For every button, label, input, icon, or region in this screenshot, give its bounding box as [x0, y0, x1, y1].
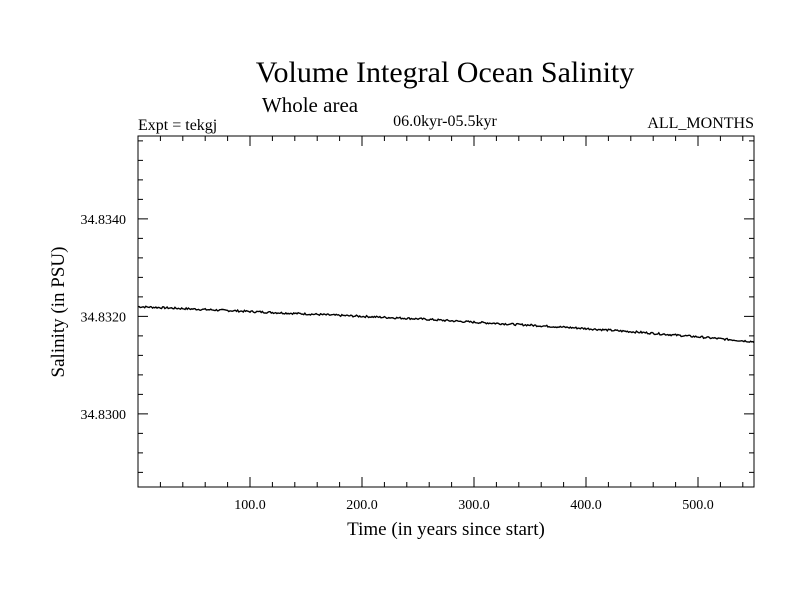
- x-axis-ticks: [159, 136, 744, 487]
- x-axis-tick-labels: 100.0 200.0 300.0 400.0 500.0: [234, 498, 714, 513]
- experiment-label: Expt = tekgj: [138, 117, 217, 134]
- y-axis-label: Salinity (in PSU): [48, 247, 69, 378]
- x-tick-label: 200.0: [346, 498, 378, 513]
- x-axis-label: Time (in years since start): [347, 519, 545, 540]
- y-tick-label: 34.8320: [81, 310, 127, 325]
- y-tick-label: 34.8340: [81, 213, 127, 228]
- x-tick-label: 300.0: [458, 498, 490, 513]
- x-tick-label: 100.0: [234, 498, 266, 513]
- x-tick-label: 500.0: [682, 498, 714, 513]
- y-axis-tick-labels: 34.8300 34.8320 34.8340: [81, 213, 127, 423]
- chart-title: Volume Integral Ocean Salinity: [256, 56, 635, 89]
- x-tick-label: 400.0: [570, 498, 602, 513]
- salinity-series-line: [137, 305, 755, 344]
- y-tick-label: 34.8300: [81, 408, 127, 423]
- months-label: ALL_MONTHS: [647, 115, 754, 132]
- chart-subtitle: Whole area: [262, 93, 359, 117]
- y-axis-ticks: [138, 140, 754, 473]
- plot-frame: [137, 135, 755, 488]
- period-label: 06.0kyr-05.5kyr: [393, 113, 497, 130]
